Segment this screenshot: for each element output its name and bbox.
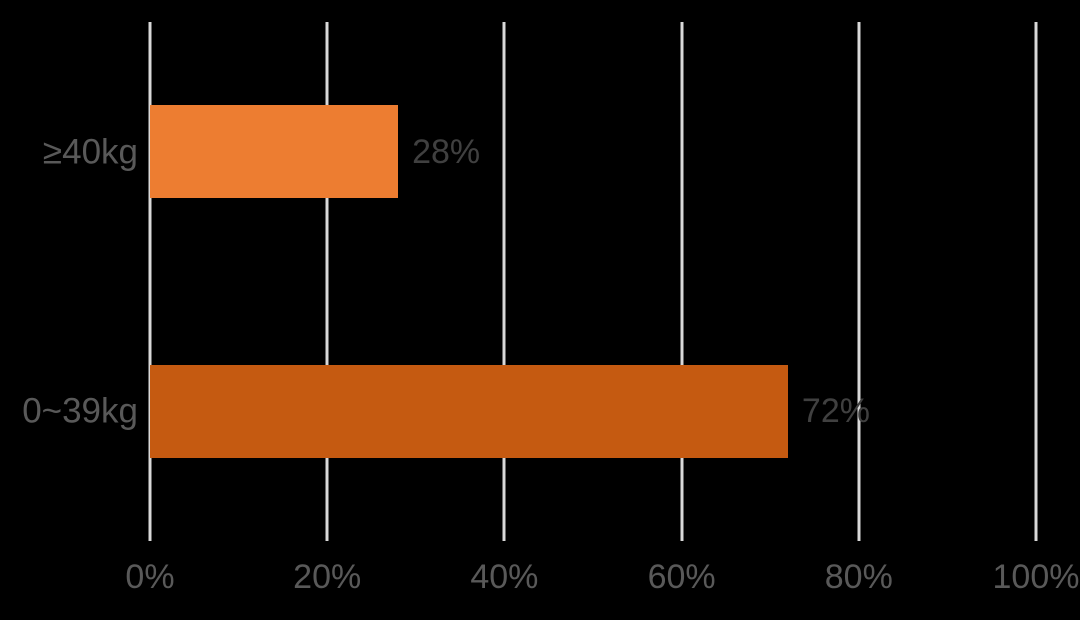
plot-area: 28% 72% (148, 22, 1038, 541)
category-label: 0~39kg (22, 391, 138, 431)
gridline (502, 22, 506, 541)
bar-value-label: 28% (412, 132, 481, 171)
x-axis: 0% 20% 40% 60% 80% 100% (125, 558, 1079, 604)
bar (150, 105, 399, 199)
gridline (148, 22, 152, 541)
x-tick-label: 0% (125, 558, 175, 596)
bar (150, 364, 788, 458)
x-tick-label: 60% (647, 558, 716, 596)
x-tick-label: 40% (470, 558, 539, 596)
x-tick-label: 100% (992, 558, 1080, 596)
category-axis: ≥40kg 0~39kg (0, 22, 138, 541)
gridline (325, 22, 329, 541)
gridline (857, 22, 861, 541)
x-tick-label: 80% (824, 558, 893, 596)
gridline (680, 22, 684, 541)
x-tick-label: 20% (293, 558, 362, 596)
gridline (1034, 22, 1038, 541)
category-label: ≥40kg (42, 132, 138, 172)
bar-value-label: 72% (801, 392, 870, 431)
